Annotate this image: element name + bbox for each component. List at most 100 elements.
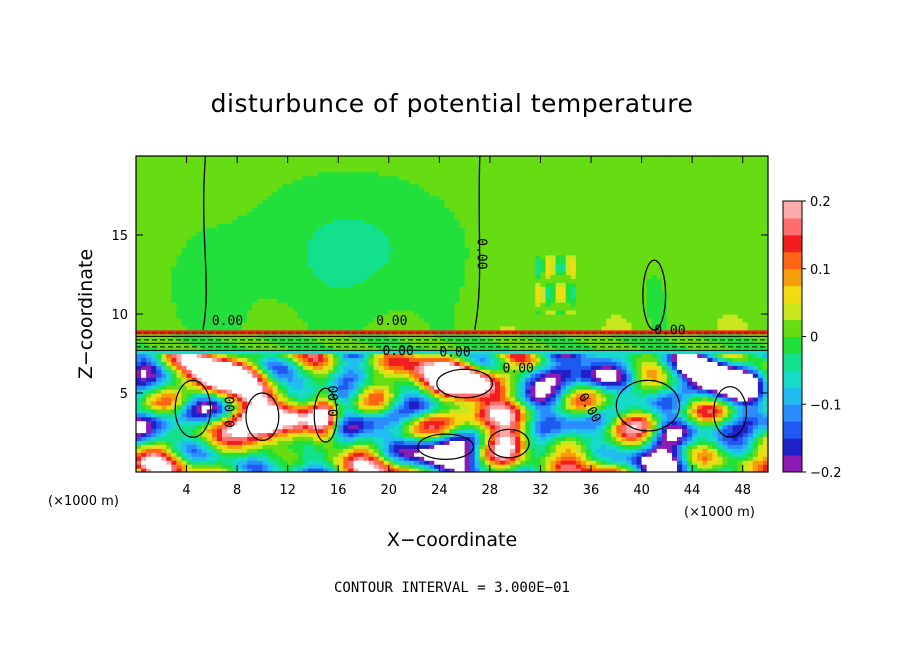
field-cell [287, 456, 294, 461]
field-cell [227, 302, 233, 307]
field-cell [424, 167, 430, 173]
field-cell [358, 258, 365, 264]
field-cell [282, 373, 289, 378]
field-cell [434, 203, 440, 208]
field-cell [171, 412, 178, 418]
field-cell [267, 310, 274, 315]
field-cell [151, 207, 157, 212]
field-cell [242, 282, 248, 287]
field-cell [297, 404, 304, 410]
field-cell [237, 235, 243, 240]
field-cell [216, 195, 223, 201]
field-cell [166, 440, 172, 445]
field-cell [449, 381, 456, 386]
field-cell [206, 408, 213, 414]
field-cell [262, 389, 269, 394]
field-cell [262, 341, 269, 347]
field-cell [252, 294, 258, 299]
field-cell [146, 385, 152, 390]
field-cell [414, 436, 420, 441]
field-cell [414, 246, 420, 252]
field-cell [383, 369, 390, 374]
field-cell [287, 377, 294, 382]
field-cell [368, 456, 375, 461]
field-cell [141, 436, 147, 441]
field-cell [398, 377, 405, 382]
field-cell [206, 294, 213, 299]
field-cell [424, 408, 430, 414]
field-cell [262, 385, 269, 390]
field-cell [282, 310, 289, 315]
field-cell [373, 167, 380, 173]
field-cell [333, 393, 339, 398]
field-cell [206, 167, 213, 173]
field-cell [297, 238, 304, 244]
field-cell [196, 179, 203, 185]
field-cell [363, 444, 370, 449]
field-cell [439, 250, 446, 256]
field-cell [312, 412, 319, 418]
field-cell [348, 341, 355, 347]
field-cell [434, 448, 440, 453]
field-cell [282, 156, 289, 161]
field-cell [414, 396, 420, 402]
field-cell [141, 286, 147, 291]
field-cell [141, 321, 147, 327]
field-cell [277, 321, 284, 327]
field-cell [277, 400, 284, 406]
field-cell [136, 325, 142, 331]
field-cell [227, 203, 233, 208]
field-cell [292, 416, 299, 422]
field-cell [378, 416, 385, 422]
field-cell [312, 282, 319, 287]
field-cell [262, 408, 269, 414]
field-cell [307, 207, 314, 212]
field-cell [318, 341, 324, 347]
field-cell [272, 369, 279, 374]
field-cell [338, 432, 344, 438]
field-cell [181, 444, 188, 449]
field-cell [242, 211, 248, 216]
field-cell [318, 448, 324, 453]
field-cell [257, 460, 263, 465]
field-cell [151, 404, 157, 410]
field-cell [383, 396, 390, 402]
field-cell [166, 412, 172, 418]
field-cell [343, 171, 349, 177]
field-cell [262, 369, 269, 374]
field-cell [221, 349, 228, 355]
field-cell [358, 282, 365, 287]
field-cell [393, 400, 400, 406]
field-cell [191, 314, 198, 319]
field-cell [206, 242, 213, 248]
field-cell [201, 389, 208, 394]
field-cell [216, 175, 223, 181]
field-cell [403, 416, 410, 422]
field-cell [333, 389, 339, 394]
field-cell [156, 286, 162, 291]
field-cell [297, 159, 304, 165]
field-cell [297, 175, 304, 181]
field-cell [388, 357, 395, 362]
field-cell [378, 171, 385, 177]
field-cell [201, 274, 208, 280]
field-cell [151, 223, 157, 228]
field-cell [358, 468, 365, 472]
field-cell [292, 159, 299, 165]
field-cell [363, 408, 370, 414]
field-cell [287, 353, 294, 359]
field-cell [181, 175, 188, 181]
field-cell [434, 215, 440, 220]
field-cell [151, 290, 157, 295]
field-cell [161, 235, 167, 240]
field-cell [312, 159, 319, 165]
field-cell [439, 436, 446, 441]
field-cell [196, 428, 203, 434]
field-cell [439, 294, 446, 299]
field-cell [333, 456, 339, 461]
field-cell [388, 361, 395, 366]
field-cell [368, 424, 375, 430]
field-cell [414, 231, 420, 236]
field-cell [141, 444, 147, 449]
field-cell [216, 227, 223, 232]
